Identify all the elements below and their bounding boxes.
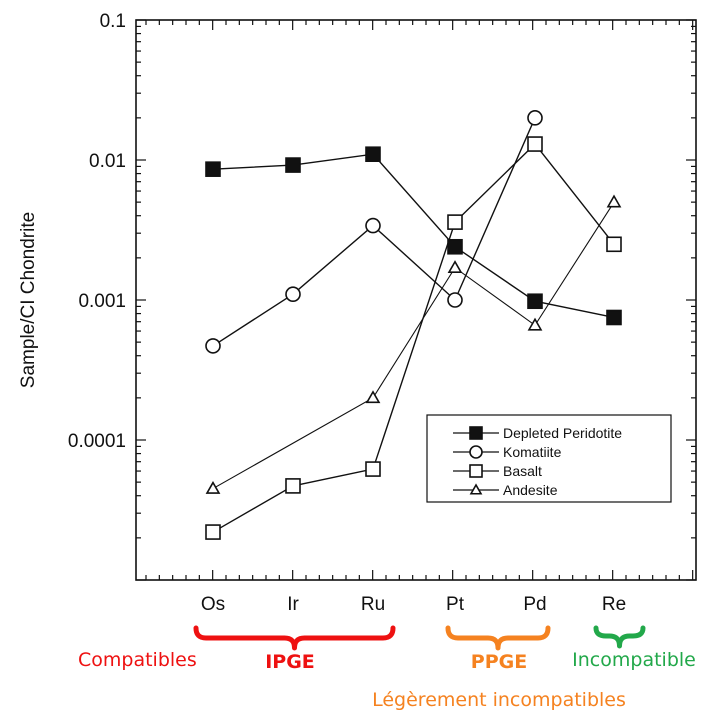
data-point [469,464,483,478]
data-point [365,390,381,404]
data-point [469,483,483,495]
data-point [285,286,301,303]
legend-label: Andesite [503,482,558,498]
data-point [447,214,463,230]
data-point [447,260,463,274]
x-tick-label: Os [201,594,225,615]
x-tick-label: Pd [523,594,546,615]
legend-box [426,414,672,503]
series-line [212,153,615,319]
axis-ticks [136,19,696,581]
y-axis-label: Sample/CI Chondrite [18,212,39,388]
legend-label: Basalt [503,463,542,479]
category-bracket [193,625,396,651]
data-point [205,524,221,540]
series-andesite [205,194,622,494]
data-point [469,445,483,459]
data-point [447,292,463,308]
legend: Depleted Peridotite Komatiite Basalt Andesi… [426,414,672,503]
legend-label: Komatiite [503,444,562,460]
x-tick-labels: Os Ir Ru Pt Pd Re [201,594,626,615]
data-point [365,146,381,163]
y-tick-label: 0.1 [100,11,126,32]
y-tick-labels: 0.1 0.01 0.001 0.0001 [68,11,126,452]
annotation-label: Compatibles [78,649,197,671]
data-point [205,338,221,354]
x-tick-label: Re [602,594,626,615]
data-point [606,309,622,326]
legend-label: Depleted Peridotite [503,425,622,441]
annotation-label: Incompatible [572,649,696,671]
series-layer [205,110,622,540]
legend-item: Andesite [453,482,558,498]
annotation-label: IPGE [265,651,315,673]
legend-item: Depleted Peridotite [453,425,622,441]
category-bracket [445,625,551,651]
category-bracket [593,625,646,649]
data-point [527,136,543,152]
data-point [447,238,463,255]
y-tick-label: 0.001 [78,291,126,312]
series-line [212,143,615,533]
x-tick-label: Ir [287,594,299,615]
data-point [205,480,221,494]
series-komatiite [205,110,543,354]
y-tick-label: 0.01 [89,151,126,172]
annotation-label: Légèrement incompatibles [372,689,626,711]
data-point [527,110,543,126]
data-point [606,194,622,208]
data-point [606,236,622,253]
series-basalt [205,136,622,540]
data-point [527,317,543,331]
annotation-label: PPGE [471,651,527,673]
legend-item: Komatiite [453,444,562,460]
data-point [285,157,301,173]
x-tick-label: Pt [446,594,465,615]
data-point [365,217,381,234]
legend-item: Basalt [453,463,542,479]
y-tick-label: 0.0001 [68,431,126,452]
data-point [205,161,221,177]
data-point [365,461,381,477]
data-point [285,478,301,494]
data-point [527,293,543,310]
annotations: Compatibles IPGE PPGE Incompatible Légèremen… [78,649,696,711]
data-point [469,426,483,440]
category-brackets [193,625,646,651]
x-tick-label: Ru [361,594,385,615]
